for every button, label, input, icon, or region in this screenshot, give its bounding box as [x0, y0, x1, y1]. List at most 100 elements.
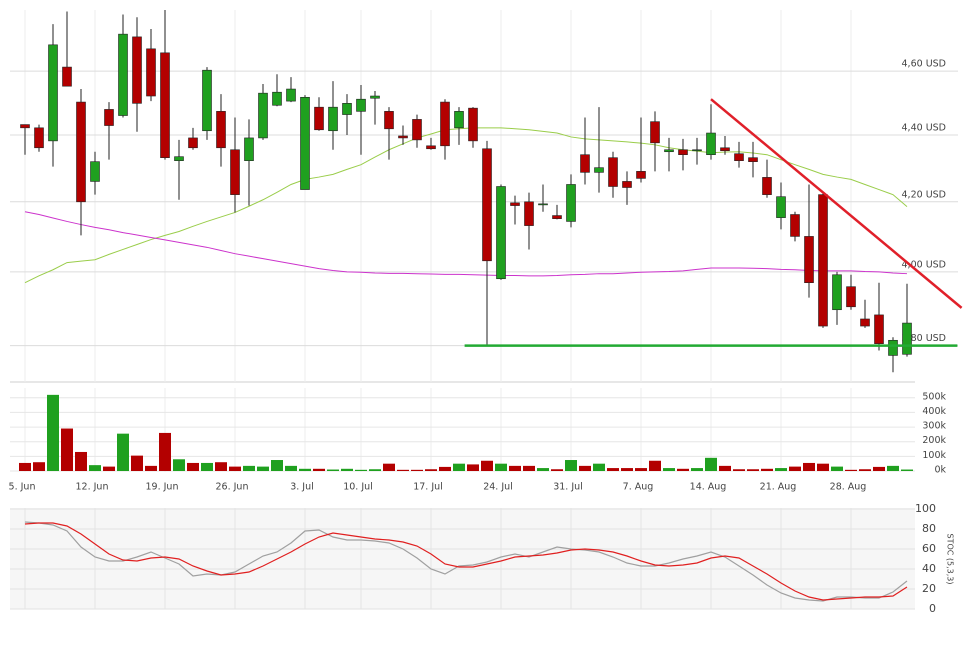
- candle-body: [790, 214, 800, 237]
- x-tick-label: 10. Jul: [343, 482, 373, 493]
- volume-bar: [551, 469, 563, 471]
- volume-bar: [901, 469, 913, 471]
- candle-body: [272, 91, 282, 106]
- x-tick-label: 7. Aug: [623, 482, 654, 493]
- volume-bar: [341, 468, 353, 471]
- candle-body: [370, 95, 380, 99]
- candle-body: [342, 103, 352, 115]
- volume-bar: [89, 465, 101, 471]
- y-tick-label: 100: [915, 502, 936, 515]
- volume-bar: [859, 469, 871, 471]
- volume-bar: [705, 457, 717, 471]
- volume-bar: [761, 468, 773, 471]
- volume-bar: [439, 466, 451, 471]
- volume-bar: [201, 462, 213, 471]
- candle-body: [874, 314, 884, 344]
- volume-bar: [285, 465, 297, 471]
- x-tick-label: 26. Jun: [216, 482, 249, 493]
- volume-bar: [75, 451, 87, 471]
- volume-bar: [215, 462, 227, 471]
- candle-body: [468, 107, 478, 142]
- volume-bar: [103, 466, 115, 471]
- y-tick-label: 200k: [922, 435, 946, 446]
- moving-average: [24, 127, 908, 284]
- candle-body: [90, 161, 100, 182]
- candle-body: [594, 167, 604, 173]
- volume-bar: [691, 468, 703, 471]
- y-tick-label: 4,60 USD: [902, 59, 946, 70]
- volume-bar: [145, 465, 157, 471]
- volume-bar: [747, 469, 759, 471]
- x-tick-label: 24. Jul: [483, 482, 513, 493]
- volume-bar: [495, 463, 507, 471]
- volume-bar: [19, 462, 31, 471]
- volume-bar: [523, 465, 535, 471]
- x-tick-label: 28. Aug: [830, 482, 867, 493]
- candle-body: [804, 236, 814, 284]
- volume-bar: [481, 460, 493, 471]
- candle-body: [216, 111, 226, 149]
- y-tick-label: 40: [922, 562, 936, 575]
- x-tick-label: 31. Jul: [553, 482, 583, 493]
- candle-body: [650, 121, 660, 144]
- candle-body: [62, 66, 72, 87]
- volume-bar: [817, 463, 829, 471]
- candle-body: [776, 196, 786, 218]
- candle-body: [608, 157, 618, 187]
- volume-bar: [327, 469, 339, 471]
- volume-bar: [313, 468, 325, 471]
- volume-bar: [649, 460, 661, 471]
- volume-bar: [733, 469, 745, 471]
- x-tick-label: 14. Aug: [690, 482, 727, 493]
- candle-body: [832, 274, 842, 311]
- x-tick-label: 19. Jun: [146, 482, 179, 493]
- candle-body: [258, 92, 268, 139]
- oscillator-line: [24, 522, 908, 601]
- oscillator-panel: [10, 508, 915, 609]
- candle-body: [76, 101, 86, 203]
- candle-body: [426, 145, 436, 150]
- candle-body: [510, 202, 520, 206]
- volume-bar: [593, 463, 605, 471]
- candle-body: [454, 111, 464, 129]
- volume-bar: [61, 428, 73, 471]
- volume-bar: [299, 468, 311, 471]
- candle-body: [300, 96, 310, 190]
- candle-body: [160, 52, 170, 158]
- volume-bar: [411, 469, 423, 471]
- candle-body: [34, 127, 44, 149]
- candle-body: [244, 137, 254, 161]
- candle-body: [118, 33, 128, 116]
- candle-body: [678, 149, 688, 156]
- candle-body: [412, 119, 422, 141]
- volume-bar: [663, 468, 675, 471]
- candle-body: [20, 124, 30, 129]
- y-tick-label: 3,80 USD: [902, 333, 946, 344]
- candle-body: [188, 137, 198, 149]
- candle-body: [314, 106, 324, 131]
- candle-body: [174, 156, 184, 161]
- volume-bar: [425, 469, 437, 471]
- volume-bar: [131, 455, 143, 471]
- moving-average: [24, 211, 908, 277]
- candle-body: [398, 135, 408, 139]
- volume-bar: [831, 466, 843, 471]
- y-tick-label: 20: [922, 582, 936, 595]
- x-tick-label: 17. Jul: [413, 482, 443, 493]
- candle-body: [622, 181, 632, 188]
- candle-body: [482, 148, 492, 262]
- volume-bar: [229, 466, 241, 471]
- volume-bar: [383, 463, 395, 471]
- candle-body: [230, 149, 240, 195]
- volume-bar: [173, 459, 185, 471]
- volume-bar: [607, 468, 619, 471]
- volume-bar: [47, 394, 59, 471]
- y-tick-label: 60: [922, 542, 936, 555]
- y-tick-label: 80: [922, 522, 936, 535]
- candle-body: [146, 48, 156, 97]
- candle-body: [706, 132, 716, 156]
- candle-body: [132, 36, 142, 104]
- y-tick-label: 4,00 USD: [902, 259, 946, 270]
- candle-body: [664, 149, 674, 153]
